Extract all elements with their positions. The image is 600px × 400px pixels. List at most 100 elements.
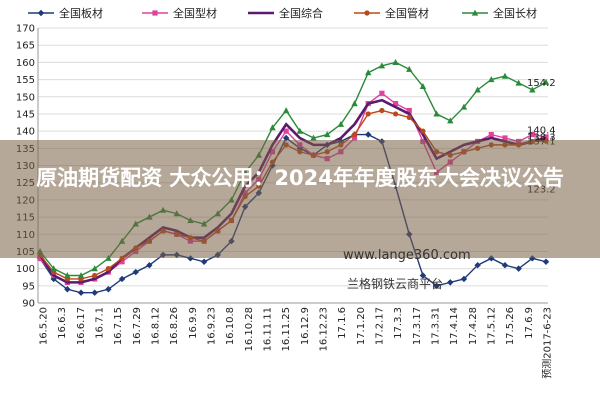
end-value-label: 140.4 [527, 125, 556, 136]
legend-swatch-marker [152, 10, 158, 16]
data-point [323, 131, 331, 138]
data-point [378, 62, 386, 69]
data-point [502, 135, 508, 141]
y-tick-label: 95 [22, 281, 35, 292]
x-tick-label: 17.3.3 [393, 307, 404, 339]
y-tick-label: 145 [16, 109, 35, 120]
data-point [542, 258, 550, 265]
x-tick-label: 17.1.6 [337, 307, 348, 339]
data-point [132, 268, 139, 276]
legend-label: 全国综合 [279, 6, 323, 20]
data-point [542, 78, 550, 85]
data-point [501, 72, 509, 79]
data-point [351, 131, 358, 138]
data-point [406, 114, 412, 120]
end-value-label: 154.2 [527, 78, 556, 89]
x-tick-label: 17.3.17 [412, 307, 423, 345]
x-tick-label: 17.3.31 [431, 307, 442, 345]
legend-label: 全国管材 [385, 6, 429, 20]
y-tick-label: 170 [16, 24, 35, 35]
data-point [433, 282, 440, 290]
x-tick-label: 16.8.12 [151, 307, 162, 345]
x-tick-label: 16.11.25 [281, 307, 292, 352]
data-point [351, 135, 358, 141]
data-point [269, 124, 276, 131]
data-point [529, 131, 535, 138]
data-point [282, 134, 290, 142]
data-point [488, 76, 495, 83]
x-tick-label: 16.11.11 [263, 307, 274, 352]
data-point [460, 275, 468, 283]
x-tick-label: 17.4.14 [449, 307, 460, 345]
y-tick-label: 90 [22, 299, 35, 310]
x-tick-label: 16.7.29 [132, 307, 143, 345]
x-tick-label: 16.9.23 [207, 307, 218, 345]
data-point [474, 86, 481, 93]
data-point [337, 120, 345, 127]
data-point [77, 272, 85, 279]
data-point [365, 111, 371, 117]
data-point [105, 266, 111, 272]
data-point [282, 107, 290, 114]
data-point [460, 103, 468, 110]
data-point [392, 111, 399, 117]
x-tick-label: 16.7.15 [113, 307, 124, 345]
x-tick-label: 16.12.9 [300, 307, 311, 345]
data-point [406, 65, 413, 72]
legend-label: 全国型材 [173, 6, 217, 20]
data-point [119, 259, 125, 265]
data-point [515, 79, 522, 86]
x-axis: 16.5.20 16.6.3 16.6.17 16.7.1 16.7.15 16.7.29… [39, 307, 554, 379]
y-tick-label: 165 [16, 41, 35, 52]
data-point [501, 261, 509, 269]
data-point [200, 258, 208, 265]
data-point [365, 131, 372, 138]
data-point [118, 275, 126, 283]
data-point [392, 101, 399, 107]
data-point [64, 286, 71, 293]
x-tick-label: 16.10.28 [244, 307, 255, 352]
data-point [91, 265, 98, 272]
data-point [64, 272, 71, 279]
data-point [283, 128, 289, 134]
data-point [296, 127, 304, 134]
data-point [310, 134, 317, 141]
data-point [365, 69, 372, 76]
data-point [91, 289, 98, 296]
data-point [515, 265, 522, 272]
data-point [105, 286, 112, 293]
data-point [447, 117, 454, 124]
data-point [543, 134, 549, 140]
data-point [406, 107, 412, 114]
data-point [146, 261, 153, 269]
x-tick-label: 16.5.20 [39, 307, 50, 345]
legend-swatch-marker [37, 9, 45, 17]
x-tick-label: 17.1.20 [356, 307, 367, 345]
y-tick-label: 155 [16, 75, 35, 86]
y-tick-label: 100 [16, 264, 35, 275]
x-tick-label: 17.2.17 [375, 307, 386, 345]
x-tick-label: 预测2017-6-23 [541, 307, 554, 379]
data-point [379, 107, 385, 114]
x-tick-label: 17.4.28 [468, 307, 479, 345]
legend-label: 全国板材 [59, 6, 103, 20]
x-tick-label: 16.9.9 [188, 307, 199, 339]
legend: 全国板材 全国型材 全国综合 全国管材 全国长材 [28, 6, 537, 20]
banner-title: 原油期货配资 大众公用：2024年年度股东大会决议公告 [36, 166, 564, 190]
x-tick-label: 17.6.9 [524, 307, 535, 339]
x-tick-label: 16.8.26 [169, 307, 180, 345]
legend-swatch-marker [471, 9, 479, 16]
x-tick-label: 16.10.8 [225, 307, 236, 345]
y-tick-label: 160 [16, 58, 35, 69]
data-point [433, 110, 440, 117]
data-point [419, 272, 427, 279]
end-value-label: 138.3 [527, 132, 556, 143]
data-point [187, 255, 194, 262]
data-point [419, 83, 427, 90]
x-tick-label: 17.5.26 [505, 307, 516, 345]
title-banner [0, 140, 600, 258]
watermark-platform: 兰格钢铁云商平台 [347, 277, 444, 291]
legend-swatch-marker [364, 10, 370, 16]
data-point [488, 131, 494, 138]
x-tick-label: 17.5.12 [487, 307, 498, 345]
